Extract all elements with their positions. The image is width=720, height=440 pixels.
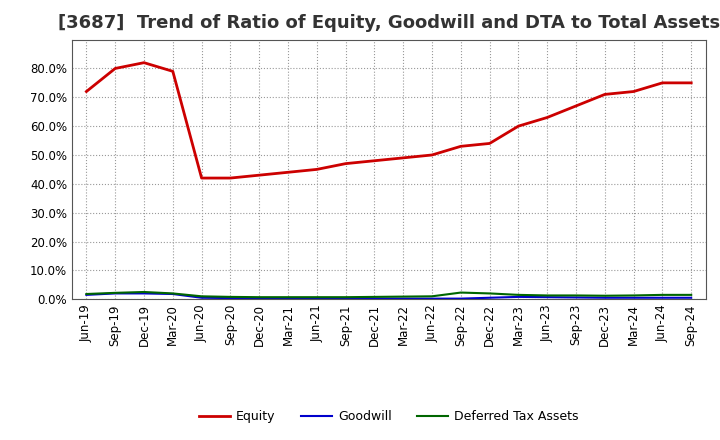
Goodwill [485, 295, 494, 301]
Deferred Tax Assets [284, 294, 292, 300]
Equity [370, 158, 379, 163]
Goodwill [255, 296, 264, 301]
Deferred Tax Assets [111, 290, 120, 296]
Goodwill [284, 296, 292, 301]
Goodwill [226, 295, 235, 301]
Goodwill [341, 296, 350, 301]
Goodwill [168, 291, 177, 297]
Line: Deferred Tax Assets: Deferred Tax Assets [86, 292, 691, 297]
Legend: Equity, Goodwill, Deferred Tax Assets: Equity, Goodwill, Deferred Tax Assets [194, 405, 584, 428]
Deferred Tax Assets [140, 290, 148, 295]
Goodwill [687, 295, 696, 301]
Goodwill [370, 296, 379, 301]
Deferred Tax Assets [687, 292, 696, 297]
Deferred Tax Assets [514, 292, 523, 297]
Deferred Tax Assets [485, 291, 494, 296]
Deferred Tax Assets [82, 291, 91, 297]
Goodwill [600, 295, 609, 301]
Deferred Tax Assets [312, 294, 321, 300]
Deferred Tax Assets [370, 294, 379, 300]
Equity [111, 66, 120, 71]
Deferred Tax Assets [543, 293, 552, 298]
Equity [600, 92, 609, 97]
Equity [543, 115, 552, 120]
Equity [197, 176, 206, 181]
Goodwill [572, 295, 580, 300]
Equity [629, 89, 638, 94]
Equity [140, 60, 148, 65]
Deferred Tax Assets [456, 290, 465, 295]
Equity [312, 167, 321, 172]
Goodwill [399, 296, 408, 301]
Goodwill [428, 296, 436, 301]
Deferred Tax Assets [428, 293, 436, 299]
Deferred Tax Assets [399, 294, 408, 299]
Equity [658, 80, 667, 85]
Equity [82, 89, 91, 94]
Deferred Tax Assets [168, 291, 177, 296]
Deferred Tax Assets [572, 293, 580, 298]
Title: [3687]  Trend of Ratio of Equity, Goodwill and DTA to Total Assets: [3687] Trend of Ratio of Equity, Goodwil… [58, 15, 720, 33]
Equity [226, 176, 235, 181]
Deferred Tax Assets [629, 293, 638, 298]
Goodwill [543, 294, 552, 300]
Deferred Tax Assets [197, 293, 206, 299]
Equity [168, 69, 177, 74]
Goodwill [140, 291, 148, 296]
Equity [284, 170, 292, 175]
Equity [485, 141, 494, 146]
Deferred Tax Assets [600, 293, 609, 298]
Equity [341, 161, 350, 166]
Goodwill [82, 292, 91, 297]
Goodwill [658, 295, 667, 301]
Deferred Tax Assets [658, 292, 667, 297]
Deferred Tax Assets [255, 294, 264, 300]
Deferred Tax Assets [226, 294, 235, 300]
Equity [687, 80, 696, 85]
Equity [255, 172, 264, 178]
Goodwill [456, 296, 465, 301]
Goodwill [629, 295, 638, 301]
Line: Equity: Equity [86, 62, 691, 178]
Deferred Tax Assets [341, 294, 350, 300]
Equity [572, 103, 580, 109]
Equity [514, 124, 523, 129]
Goodwill [514, 294, 523, 300]
Equity [456, 144, 465, 149]
Goodwill [111, 291, 120, 296]
Line: Goodwill: Goodwill [86, 293, 691, 299]
Goodwill [197, 295, 206, 301]
Goodwill [312, 296, 321, 301]
Equity [428, 152, 436, 158]
Equity [399, 155, 408, 161]
